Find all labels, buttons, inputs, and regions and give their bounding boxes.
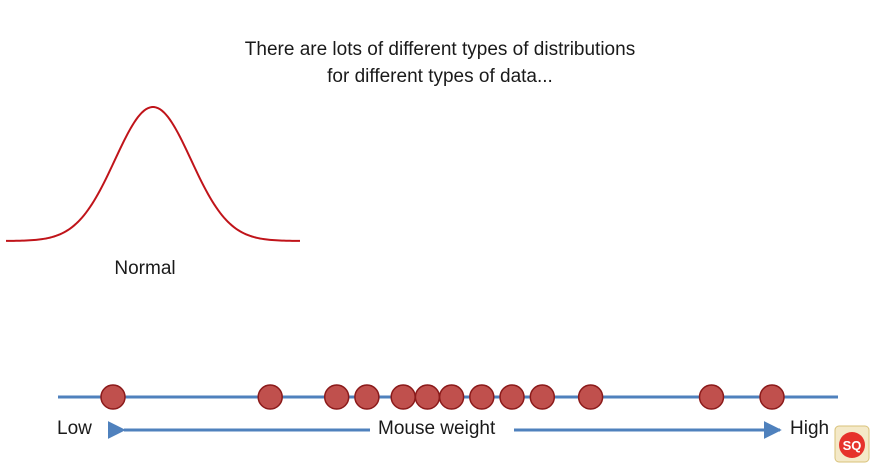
data-point [529, 384, 556, 410]
data-points [100, 384, 785, 410]
data-point [354, 384, 380, 410]
title-line-2: for different types of data... [327, 66, 553, 87]
data-point [323, 384, 350, 410]
data-point [390, 384, 416, 410]
data-point [438, 384, 465, 410]
data-point [414, 384, 441, 410]
data-point [698, 384, 725, 410]
data-point [100, 384, 126, 410]
data-point [577, 384, 604, 410]
axis-low-label: Low [57, 418, 92, 440]
slide-title: There are lots of different types of dis… [140, 36, 740, 90]
axis-high-label: High [790, 418, 830, 440]
distribution-label: Normal [114, 258, 176, 279]
data-point [499, 384, 525, 410]
logo-text: SQ [843, 438, 862, 453]
statquest-logo-icon: SQ [834, 425, 870, 463]
axis-variable-label: Mouse weight [372, 418, 502, 440]
data-point [257, 384, 283, 410]
title-line-1: There are lots of different types of dis… [244, 39, 636, 60]
data-point [759, 384, 785, 410]
data-point [469, 384, 495, 410]
normal-distribution-curve [5, 106, 301, 242]
